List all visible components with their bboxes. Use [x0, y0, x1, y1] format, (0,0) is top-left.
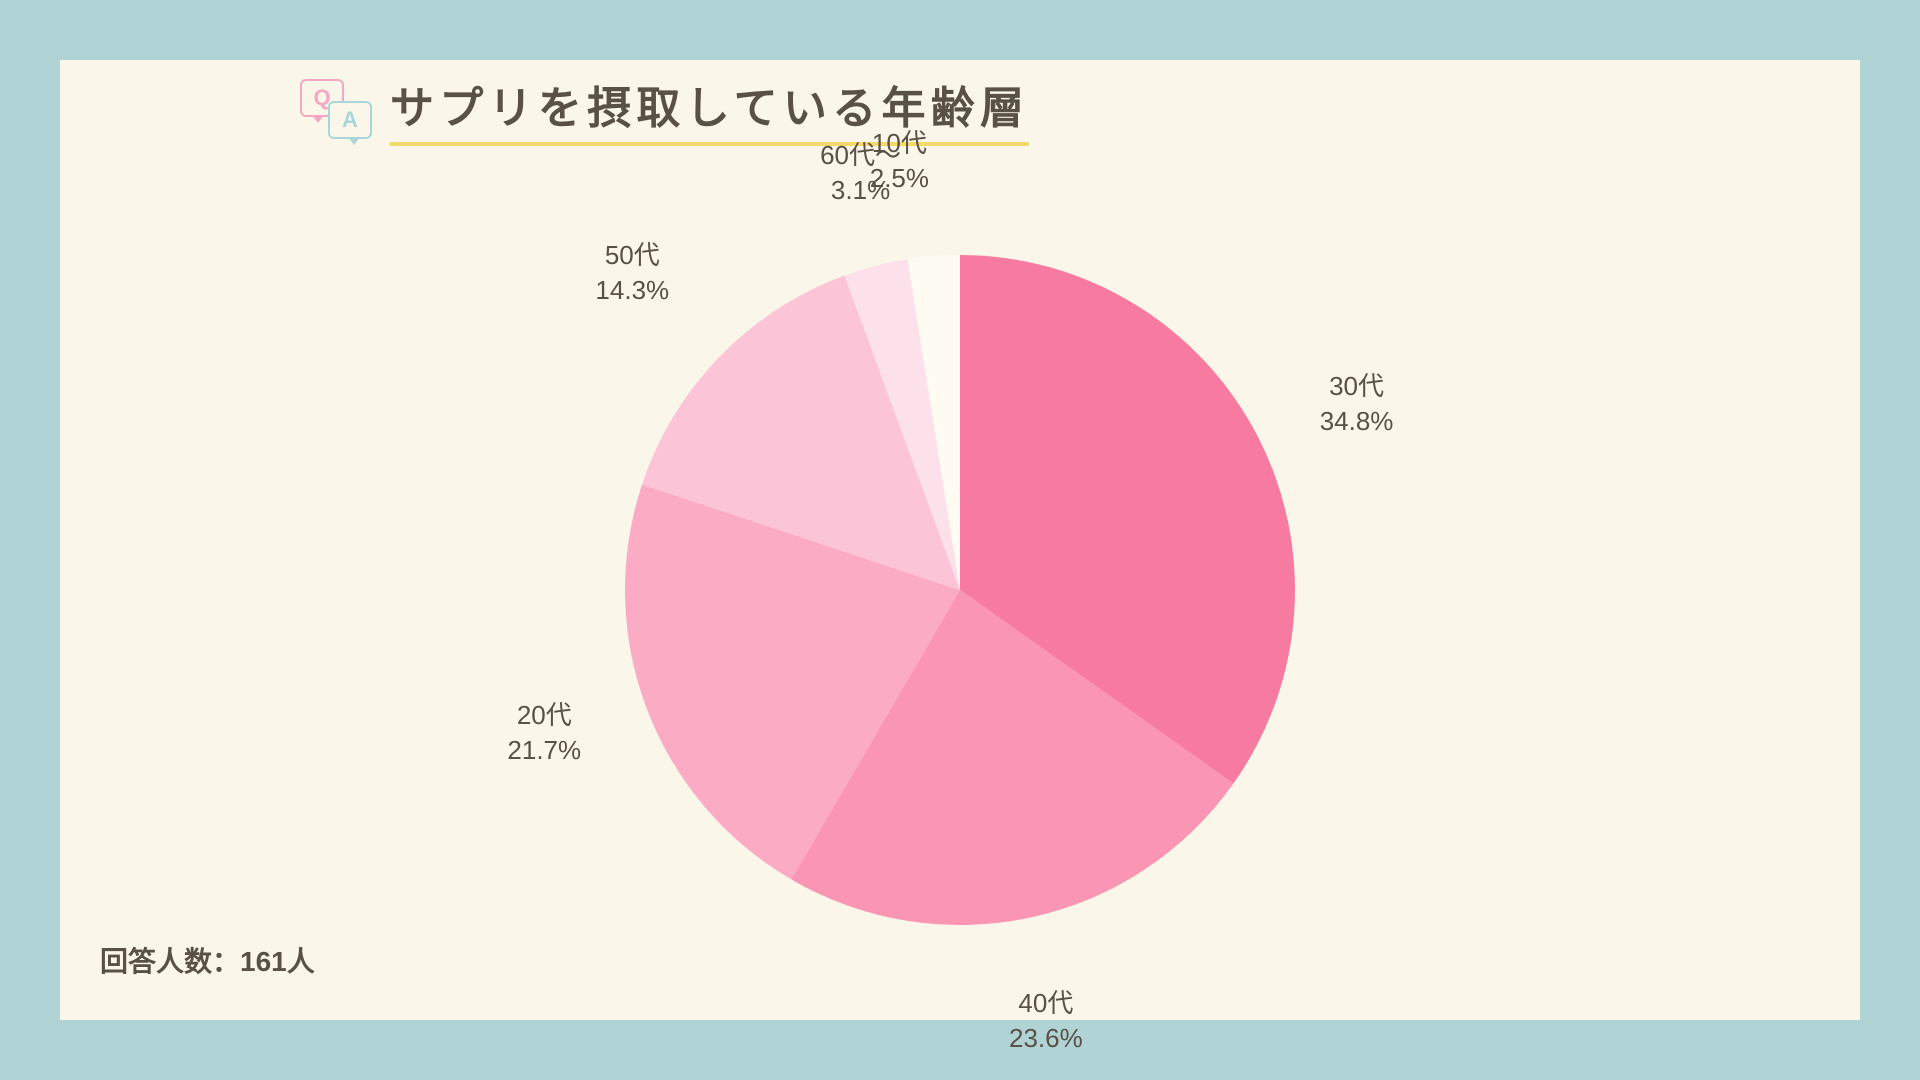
inner-panel: Q A サプリを摂取している年齢層 30代34.8%40代23.6%20代21.…: [60, 60, 1860, 1020]
slice-label-name: 50代: [595, 238, 669, 273]
slice-label-name: 40代: [1009, 986, 1083, 1021]
slice-label-name: 20代: [507, 698, 581, 733]
slice-label-50代: 50代14.3%: [595, 238, 669, 308]
outer-frame: Q A サプリを摂取している年齢層 30代34.8% 40代23.6% 20代21.…: [0, 0, 1920, 1080]
slice-label-percent: 34.8%: [1320, 404, 1394, 439]
slice-label-percent: 14.3%: [595, 273, 669, 308]
a-letter: A: [342, 107, 358, 133]
slice-label-10代: 10代2.5%: [870, 126, 929, 196]
slice-label-percent: 2.5%: [870, 161, 929, 196]
slice-label-20代: 20代21.7%: [507, 698, 581, 768]
pie-svg: [625, 255, 1295, 925]
qa-icon: Q A: [300, 79, 372, 139]
slice-label-percent: 23.6%: [1009, 1021, 1083, 1056]
respondents-count: 回答人数：161人: [100, 940, 315, 980]
slice-label-percent: 21.7%: [507, 733, 581, 768]
slice-label-name: 30代: [1320, 369, 1394, 404]
slice-label-40代: 40代23.6%: [1009, 986, 1083, 1056]
slice-label-30代: 30代34.8%: [1320, 369, 1394, 439]
slice-label-name: 10代: [870, 126, 929, 161]
pie-chart: [625, 255, 1295, 925]
a-bubble-icon: A: [328, 101, 372, 139]
chart-title: サプリを摂取している年齢層: [390, 72, 1029, 146]
